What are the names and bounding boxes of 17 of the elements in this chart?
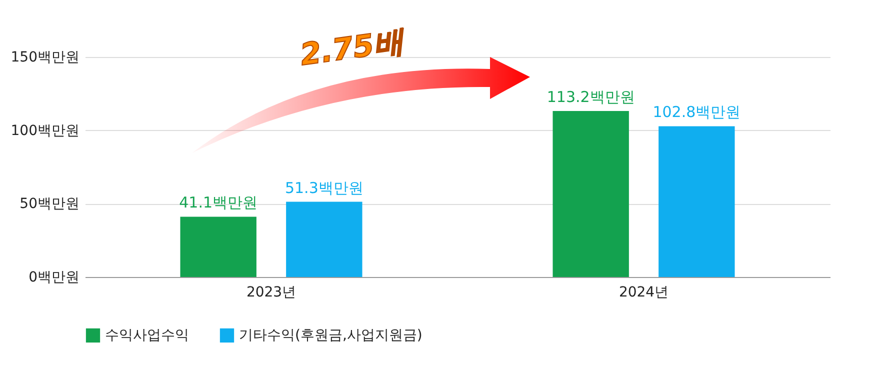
x-tick-label: 2023년 xyxy=(246,284,296,300)
data-label: 102.8백만원 xyxy=(652,103,741,122)
bar xyxy=(552,110,629,277)
data-label: 41.1백만원 xyxy=(179,194,258,212)
y-tick-label: 0백만원 xyxy=(28,270,80,286)
legend-label: 수익사업수익 xyxy=(105,327,189,344)
x-tick-label: 2024년 xyxy=(618,284,669,300)
y-tick-label: 100백만원 xyxy=(10,122,80,139)
y-tick-label: 150백만원 xyxy=(10,50,80,66)
legend-label: 기타수익(후원금,사업지원금) xyxy=(239,327,422,344)
bar xyxy=(286,202,362,277)
bar xyxy=(658,126,735,277)
bar xyxy=(180,216,256,277)
data-label: 113.2백만원 xyxy=(546,88,635,106)
data-label: 51.3백만원 xyxy=(284,178,364,197)
annotation: 2.75배 xyxy=(298,22,406,76)
y-tick-label: 50백만원 xyxy=(20,196,80,212)
